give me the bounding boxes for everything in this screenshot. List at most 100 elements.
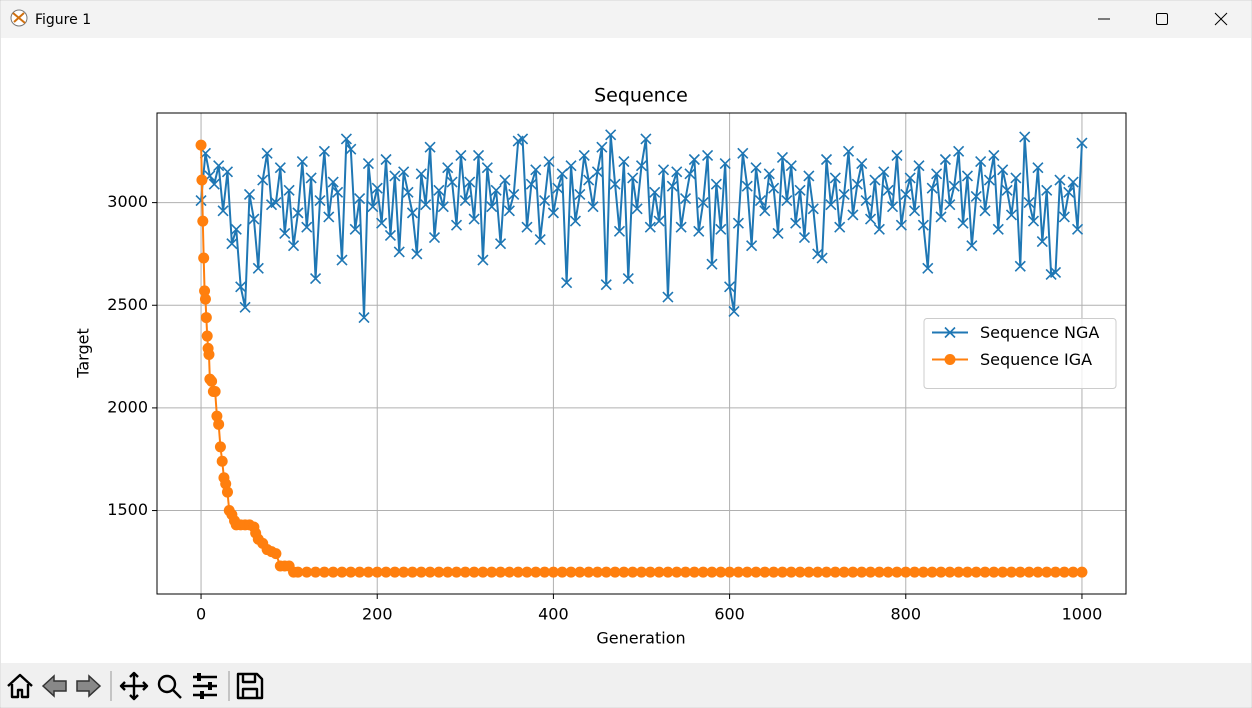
data-point: [195, 139, 207, 151]
data-point: [503, 566, 515, 578]
data-point: [803, 566, 815, 578]
data-point: [900, 566, 912, 578]
data-point: [376, 217, 388, 229]
data-point: [1054, 174, 1066, 186]
data-point: [873, 566, 885, 578]
data-point: [195, 194, 207, 207]
data-point: [459, 566, 471, 578]
data-point: [697, 566, 709, 578]
data-point: [486, 201, 498, 213]
data-point: [206, 375, 218, 387]
forward-button[interactable]: [76, 674, 102, 698]
data-point: [640, 133, 652, 145]
data-point: [508, 188, 520, 200]
configure-button[interactable]: [193, 673, 217, 699]
save-button[interactable]: [236, 672, 264, 700]
data-point: [856, 566, 868, 578]
data-point: [865, 566, 877, 578]
data-point: [530, 164, 542, 176]
x-tick-label: 200: [362, 605, 393, 624]
data-point: [653, 215, 665, 227]
window-title: Figure 1: [35, 12, 91, 28]
data-point: [944, 566, 956, 578]
data-point: [715, 223, 727, 235]
data-point: [411, 248, 423, 260]
data-point: [362, 566, 374, 578]
data-point: [494, 238, 507, 250]
data-point: [944, 199, 956, 211]
data-point: [635, 160, 648, 172]
maximize-button[interactable]: [1156, 13, 1168, 25]
data-point: [1076, 137, 1088, 149]
y-axis-label: Target: [74, 328, 93, 379]
series: [195, 139, 1088, 578]
data-point: [481, 162, 493, 174]
data-point: [486, 566, 498, 578]
data-point: [909, 566, 921, 578]
data-point: [209, 385, 221, 397]
data-point: [781, 194, 793, 207]
data-point: [983, 174, 996, 186]
data-point: [644, 566, 656, 578]
data-point: [961, 566, 973, 578]
zoom-button[interactable]: [157, 674, 182, 699]
pan-button[interactable]: [119, 671, 149, 701]
home-button[interactable]: [7, 673, 33, 699]
data-point: [433, 184, 445, 196]
data-point: [750, 162, 762, 174]
data-point: [226, 238, 238, 250]
back-button[interactable]: [41, 674, 67, 698]
data-point: [1023, 197, 1035, 209]
data-point: [198, 252, 210, 264]
data-point: [979, 566, 991, 578]
data-point: [891, 149, 903, 161]
data-point: [235, 281, 247, 293]
data-point: [583, 566, 595, 578]
legend: Sequence NGA Sequence IGA: [923, 318, 1117, 389]
data-point: [702, 149, 714, 161]
data-point: [310, 566, 322, 578]
data-point: [618, 566, 630, 578]
data-point: [565, 160, 577, 172]
data-point: [684, 168, 696, 180]
data-point: [433, 566, 445, 578]
data-point: [499, 174, 511, 186]
close-button[interactable]: [1214, 12, 1228, 26]
data-point: [600, 566, 612, 578]
data-point: [574, 566, 586, 578]
data-point: [199, 293, 211, 305]
data-point: [208, 178, 220, 190]
data-point: [816, 252, 828, 264]
data-point: [917, 219, 929, 231]
data-point: [402, 186, 414, 198]
data-point: [834, 221, 846, 233]
data-point: [864, 213, 877, 225]
data-point: [415, 168, 427, 180]
data-point: [525, 178, 537, 190]
data-point: [706, 258, 718, 270]
data-point: [900, 188, 912, 200]
data-point: [561, 277, 573, 289]
x-tick-label: 800: [890, 605, 921, 624]
data-point: [1010, 172, 1022, 184]
data-point: [203, 349, 215, 361]
legend-label: Sequence IGA: [980, 350, 1092, 369]
data-point: [214, 441, 226, 453]
data-point: [221, 486, 233, 498]
data-point: [909, 205, 921, 217]
data-point: [886, 201, 899, 213]
title-bar: [1, 1, 1251, 38]
toolbar: [1, 663, 1251, 707]
y-tick-label: 2500: [107, 295, 148, 314]
data-point: [596, 141, 608, 153]
data-point: [600, 279, 612, 291]
data-point: [785, 160, 797, 172]
data-point: [605, 129, 617, 141]
data-point: [362, 158, 374, 170]
data-point: [882, 184, 894, 196]
data-point: [213, 418, 225, 430]
data-point: [768, 566, 780, 578]
data-point: [1014, 566, 1026, 578]
data-point: [216, 455, 228, 467]
series: [195, 129, 1088, 324]
